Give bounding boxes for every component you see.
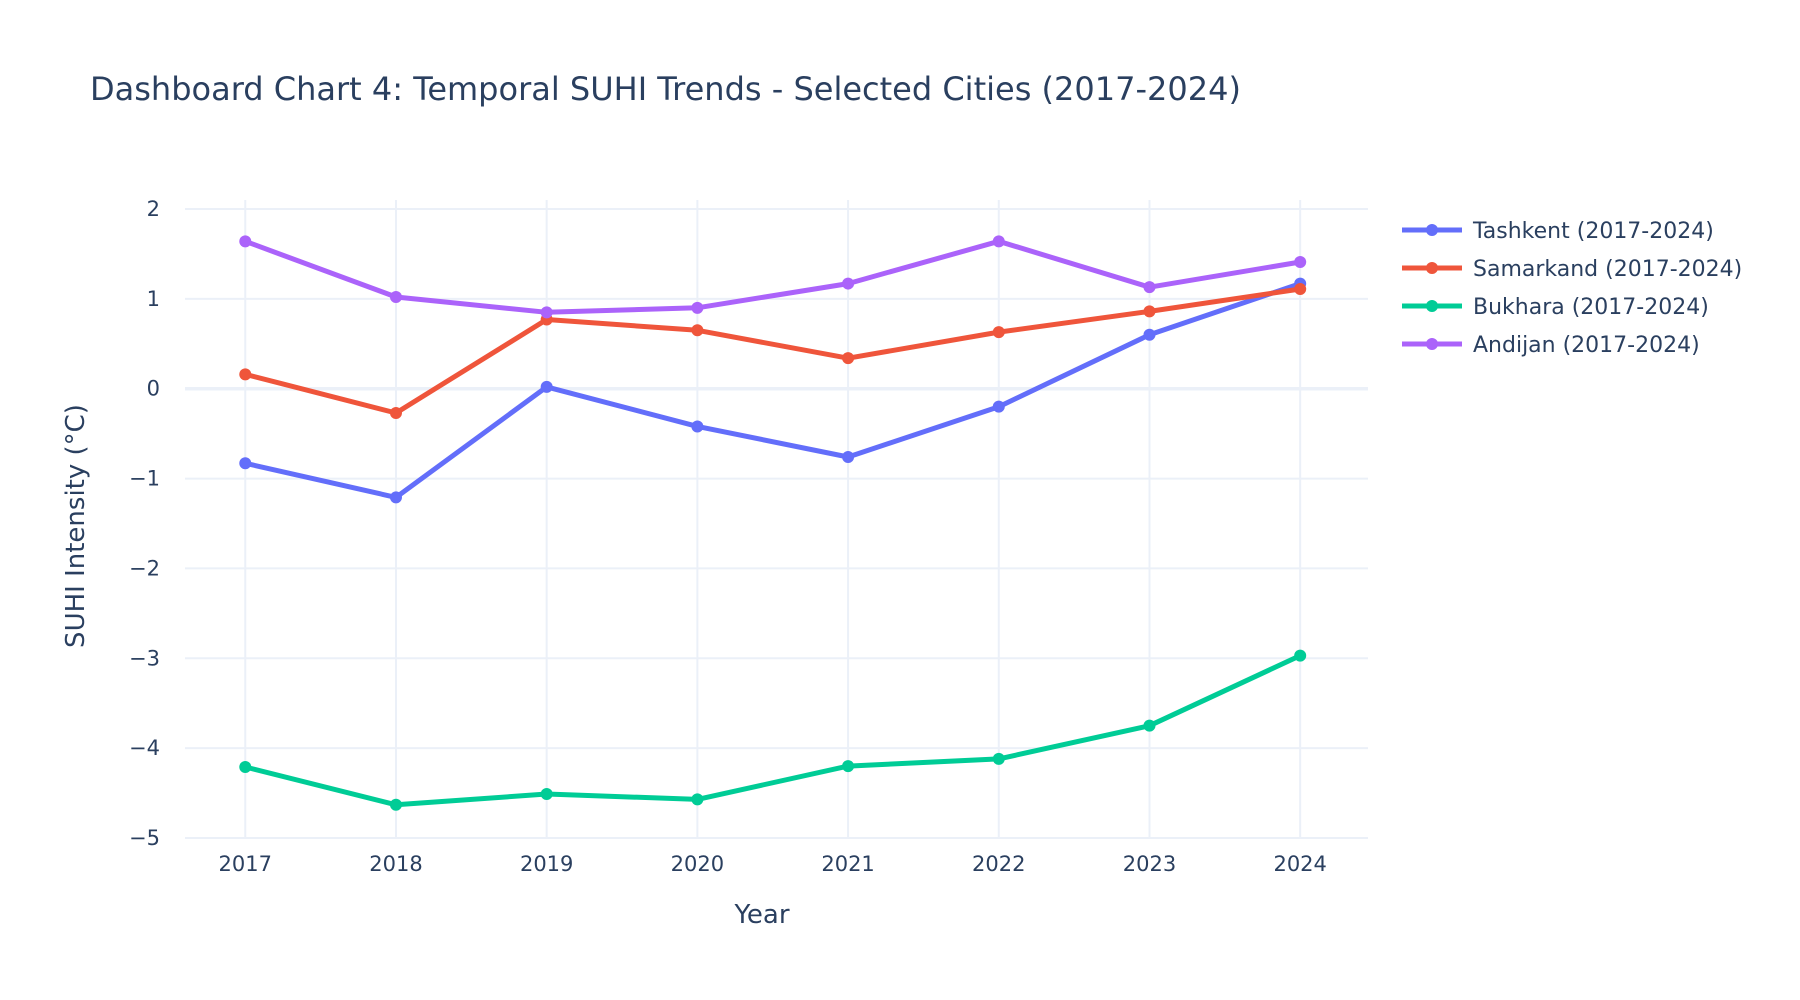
data-point[interactable]	[1143, 719, 1156, 732]
data-point[interactable]	[691, 324, 704, 337]
data-point[interactable]	[992, 400, 1005, 413]
y-tick-label: 2	[147, 197, 160, 221]
series	[239, 235, 1307, 811]
data-point[interactable]	[992, 235, 1005, 248]
series-1	[239, 282, 1307, 419]
data-point[interactable]	[1143, 305, 1156, 318]
x-tick-label: 2023	[1123, 852, 1176, 876]
data-point[interactable]	[1294, 282, 1307, 295]
y-axis-title: SUHI Intensity (°C)	[61, 404, 91, 648]
series-line	[242, 281, 1303, 500]
data-point[interactable]	[842, 352, 855, 365]
legend-label: Tashkent (2017-2024)	[1472, 219, 1714, 244]
legend-item[interactable]: Samarkand (2017-2024)	[1402, 257, 1742, 282]
y-tick-label: −2	[129, 556, 160, 580]
y-tick-label: −5	[129, 826, 160, 850]
data-point[interactable]	[540, 306, 553, 319]
data-point[interactable]	[389, 406, 402, 419]
series-2	[239, 649, 1307, 811]
data-point[interactable]	[992, 752, 1005, 765]
legend-swatch-marker	[1426, 224, 1438, 236]
legend-swatch-marker	[1426, 338, 1438, 350]
y-tick-label: 0	[147, 377, 160, 401]
series-line	[242, 653, 1303, 808]
data-point[interactable]	[691, 301, 704, 314]
chart-title: Dashboard Chart 4: Temporal SUHI Trends …	[90, 70, 1241, 108]
data-point[interactable]	[691, 420, 704, 433]
y-tick-label: −3	[129, 646, 160, 670]
legend-item[interactable]: Andijan (2017-2024)	[1402, 333, 1700, 358]
data-point[interactable]	[842, 760, 855, 773]
data-point[interactable]	[992, 326, 1005, 339]
legend-item[interactable]: Tashkent (2017-2024)	[1402, 219, 1714, 244]
series-line	[242, 238, 1303, 315]
legend[interactable]: Tashkent (2017-2024) Samarkand (2017-2024…	[1402, 219, 1742, 358]
legend-swatch-marker	[1426, 262, 1438, 274]
x-tick-label: 2022	[972, 852, 1025, 876]
x-tick-label: 2018	[369, 852, 422, 876]
y-axis-ticks: 2 1 0 −1 −2 −3 −4 −5	[129, 197, 160, 850]
data-point[interactable]	[1143, 328, 1156, 341]
series-line	[242, 286, 1303, 416]
data-point[interactable]	[842, 450, 855, 463]
y-tick-label: −1	[129, 467, 160, 491]
x-tick-label: 2020	[671, 852, 724, 876]
data-point[interactable]	[239, 761, 252, 774]
data-point[interactable]	[239, 235, 252, 248]
series-3	[239, 235, 1307, 319]
legend-label: Andijan (2017-2024)	[1473, 333, 1700, 358]
data-point[interactable]	[540, 787, 553, 800]
x-tick-label: 2017	[219, 852, 272, 876]
x-tick-label: 2021	[821, 852, 874, 876]
x-axis-title: Year	[733, 900, 789, 930]
data-point[interactable]	[389, 798, 402, 811]
legend-item[interactable]: Bukhara (2017-2024)	[1402, 295, 1709, 320]
data-point[interactable]	[1294, 256, 1307, 269]
legend-label: Samarkand (2017-2024)	[1473, 257, 1742, 282]
data-point[interactable]	[239, 368, 252, 381]
legend-label: Bukhara (2017-2024)	[1473, 295, 1709, 320]
data-point[interactable]	[389, 491, 402, 504]
x-tick-label: 2019	[520, 852, 573, 876]
data-point[interactable]	[239, 457, 252, 470]
data-point[interactable]	[389, 291, 402, 304]
x-tick-label: 2024	[1273, 852, 1326, 876]
data-point[interactable]	[540, 380, 553, 393]
data-point[interactable]	[1143, 281, 1156, 294]
data-point[interactable]	[691, 793, 704, 806]
data-point[interactable]	[1294, 649, 1307, 662]
y-tick-label: −4	[129, 736, 160, 760]
x-axis-ticks: 2017 2018 2019 2020 2021 2022 2023 2024	[219, 852, 1327, 876]
legend-swatch-marker	[1426, 300, 1438, 312]
y-tick-label: 1	[147, 287, 160, 311]
data-point[interactable]	[842, 277, 855, 290]
